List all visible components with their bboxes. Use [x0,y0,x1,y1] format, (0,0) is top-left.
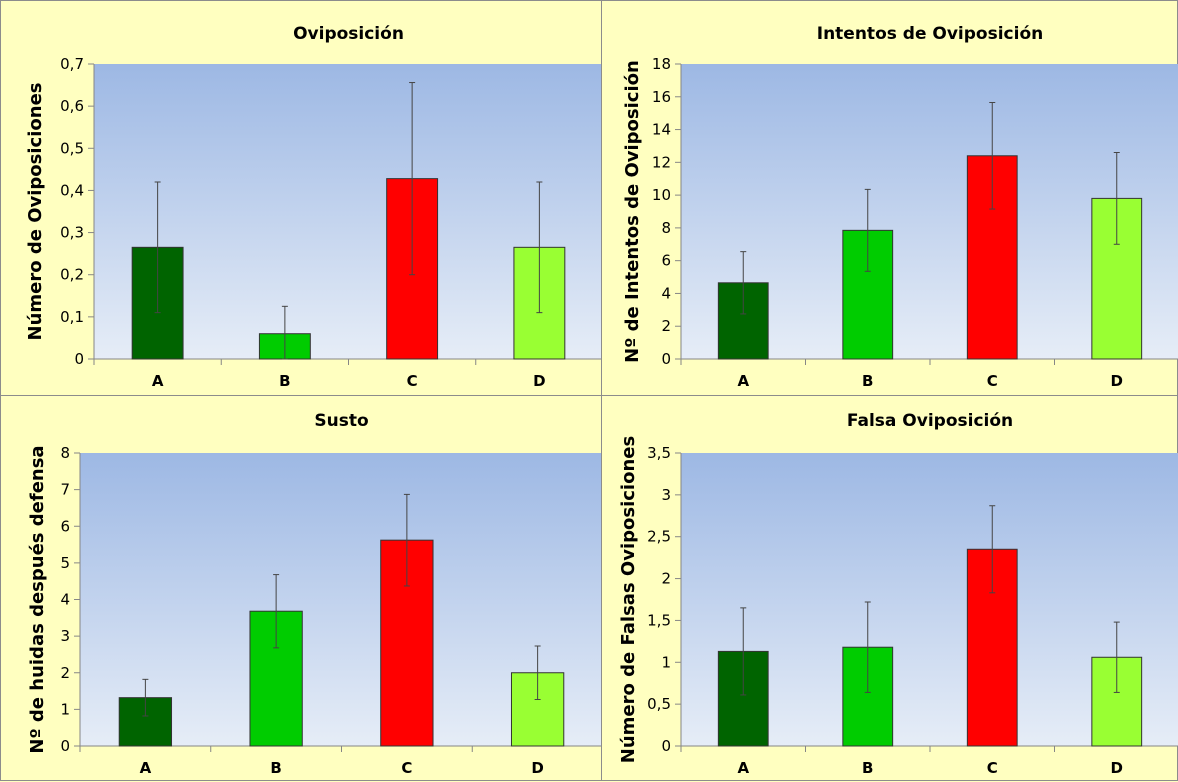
chart-panel-falsa-oviposicion: Falsa Oviposición Número de Falsas Ovipos… [601,395,1178,781]
y-axis-label: Número de Falsas Oviposiciones [618,436,639,763]
y-tick-label: 3,5 [647,444,671,462]
y-tick-label: 14 [652,121,671,139]
y-tick-label: 16 [652,88,671,106]
y-tick-label: 0,1 [60,308,84,326]
y-tick-label: 0 [661,350,671,368]
y-tick-label: 4 [60,591,70,609]
x-tick-label-d: D [1111,372,1123,390]
chart-susto: Susto Nº de huidas después defensa 0 1 2 3 4 5 6… [27,411,603,777]
chart-intentos-de-oviposicion: Intentos de Oviposición Nº de Intentos de… [622,24,1178,390]
y-tick-label: 0,5 [60,139,84,157]
y-axis-label: Nº de huidas después defensa [27,445,48,753]
y-tick-label: 7 [60,481,70,499]
chart-panel-oviposicion: Oviposición Número de Oviposiciones 0 0,1 0,… [0,0,603,396]
chart-panel-susto: Susto Nº de huidas después defensa 0 1 2 3 4 5 6… [0,395,603,781]
y-tick-label: 8 [60,444,70,462]
y-tick-label: 0 [74,350,84,368]
y-tick-label: 0,7 [60,55,84,73]
y-tick-label: 1 [661,653,671,671]
y-tick-label: 1,5 [647,611,671,629]
y-tick-label: 2 [661,317,671,335]
chart-oviposicion: Oviposición Número de Oviposiciones 0 0,1 0,… [25,24,603,390]
chart-title: Falsa Oviposición [847,411,1013,431]
x-tick-label-a: A [152,372,164,390]
x-tick-label-d: D [1111,759,1123,777]
y-tick-label: 0,2 [60,266,84,284]
chart-title: Intentos de Oviposición [817,24,1044,44]
x-tick-label-b: B [862,372,873,390]
y-tick-label: 12 [652,153,671,171]
y-tick-label: 1 [60,700,70,718]
y-axis-label: Nº de Intentos de Oviposición [622,60,643,363]
y-tick-label: 18 [652,55,671,73]
x-tick-label-d: D [533,372,545,390]
y-tick-label: 6 [661,252,671,270]
chart-falsa-oviposicion: Falsa Oviposición Número de Falsas Ovipos… [618,411,1178,777]
x-tick-label-a: A [140,759,152,777]
y-tick-label: 0 [60,737,70,755]
y-tick-label: 6 [60,517,70,535]
y-tick-label: 2 [661,570,671,588]
y-tick-label: 3 [661,486,671,504]
y-tick-label: 0,5 [647,695,671,713]
y-axis-label: Número de Oviposiciones [25,83,46,341]
y-tick-label: 0,6 [60,97,84,115]
x-tick-label-c: C [401,759,412,777]
x-tick-label-c: C [987,372,998,390]
x-tick-label-c: C [407,372,418,390]
x-tick-label-c: C [987,759,998,777]
x-tick-label-d: D [531,759,543,777]
x-tick-label-b: B [862,759,873,777]
y-tick-label: 2 [60,664,70,682]
chart-panel-intentos-de-oviposicion: Intentos de Oviposición Nº de Intentos de… [601,0,1178,396]
chart-title: Susto [314,411,368,431]
y-tick-label: 0,4 [60,181,84,199]
y-tick-label: 3 [60,627,70,645]
y-tick-label: 10 [652,186,671,204]
x-tick-label-b: B [270,759,281,777]
y-tick-label: 8 [661,219,671,237]
x-tick-label-b: B [279,372,290,390]
chart-title: Oviposición [293,24,404,44]
y-tick-label: 5 [60,554,70,572]
y-tick-label: 0,3 [60,224,84,242]
x-tick-label-a: A [737,372,749,390]
y-tick-label: 0 [661,737,671,755]
y-tick-label: 4 [661,284,671,302]
x-tick-label-a: A [737,759,749,777]
y-tick-label: 2,5 [647,528,671,546]
